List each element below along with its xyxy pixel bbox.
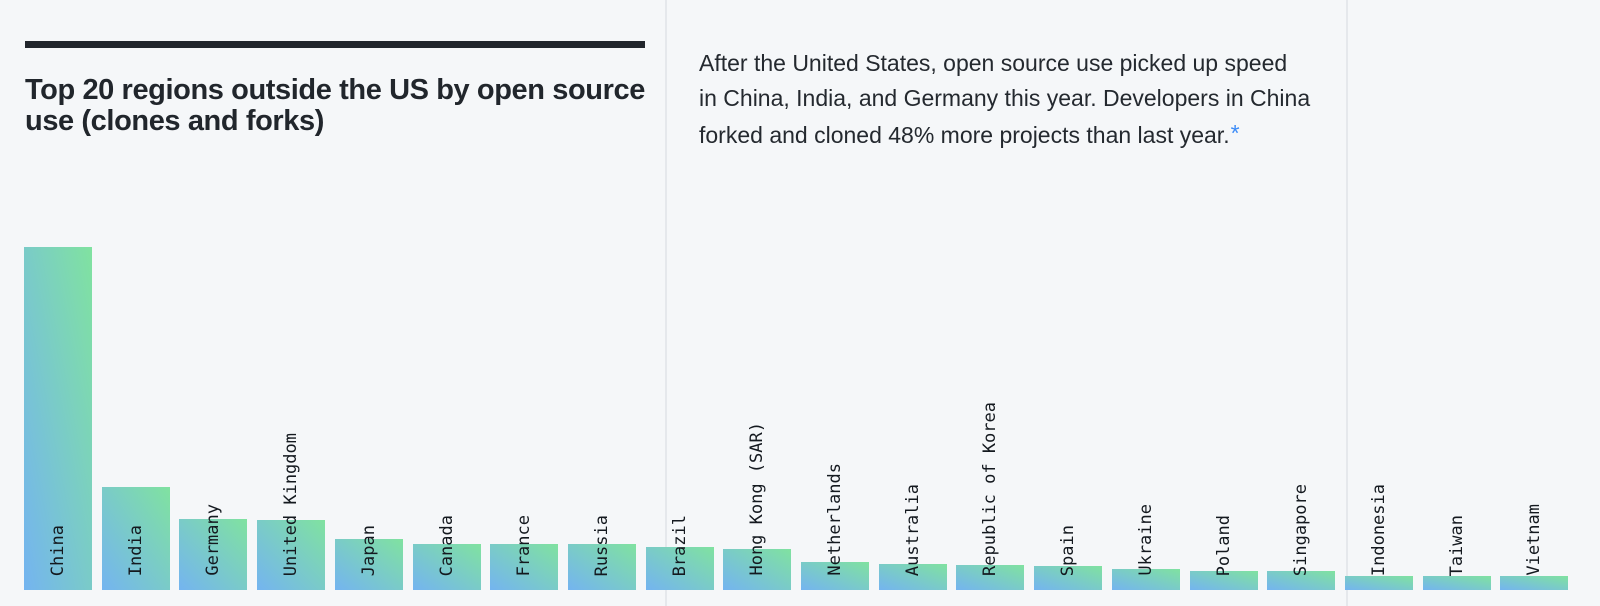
bar-russia[interactable]: Russia xyxy=(568,515,636,590)
description-line-2: in China, India, and Germany this year. … xyxy=(699,85,1311,111)
bar-label: Hong Kong (SAR) xyxy=(747,422,767,576)
bar-label: Japan xyxy=(359,524,379,576)
bar-label: China xyxy=(48,524,68,576)
chart-title-line-2: use (clones and forks) xyxy=(25,105,324,137)
bar-republic-of-korea[interactable]: Republic of Korea xyxy=(956,402,1024,590)
bar-indonesia[interactable]: Indonesia xyxy=(1345,484,1413,590)
bar-label: Vietnam xyxy=(1524,504,1544,576)
bar-singapore[interactable]: Singapore xyxy=(1267,484,1335,590)
footnote-asterisk-link[interactable]: * xyxy=(1230,120,1240,146)
bar-brazil[interactable]: Brazil xyxy=(646,515,714,590)
bar-spain[interactable]: Spain xyxy=(1034,525,1102,590)
bar-australia[interactable]: Australia xyxy=(879,484,947,590)
bar-label: Taiwan xyxy=(1447,514,1467,576)
chart-description: After the United States, open source use… xyxy=(699,46,1310,153)
bar-label: Singapore xyxy=(1291,483,1311,576)
bar-label: Ukraine xyxy=(1136,504,1156,576)
description-line-3-text: forked and cloned 48% more projects than… xyxy=(699,122,1230,148)
bar-poland[interactable]: Poland xyxy=(1190,515,1258,590)
bar-label: Indonesia xyxy=(1369,483,1389,576)
bar-label: United Kingdom xyxy=(281,432,301,576)
chart-header: Top 20 regions outside the US by open so… xyxy=(25,41,645,137)
bar-chart: China India Germany United Kingdom Japan Cana… xyxy=(24,0,1584,590)
bar-label: Spain xyxy=(1058,524,1078,576)
bar-france[interactable]: France xyxy=(490,515,558,590)
bar-label: India xyxy=(126,524,146,576)
chart-title: Top 20 regions outside the US by open so… xyxy=(25,75,645,137)
bar-taiwan[interactable]: Taiwan xyxy=(1423,515,1491,590)
bar-label: Brazil xyxy=(670,514,690,576)
bar-vietnam[interactable]: Vietnam xyxy=(1500,504,1568,590)
bar-united-kingdom[interactable]: United Kingdom xyxy=(257,433,325,590)
bar-label: Australia xyxy=(903,483,923,576)
section-divider-left xyxy=(665,0,667,606)
bar-label: France xyxy=(514,514,534,576)
chart-title-line-1: Top 20 regions outside the US by open so… xyxy=(25,74,645,106)
title-rule xyxy=(25,41,645,48)
bar-india[interactable]: India xyxy=(102,487,170,590)
bar-hong-kong-sar[interactable]: Hong Kong (SAR) xyxy=(723,422,791,590)
description-line-3: forked and cloned 48% more projects than… xyxy=(699,116,1310,153)
bar-netherlands[interactable]: Netherlands xyxy=(801,463,869,590)
bar-germany[interactable]: Germany xyxy=(179,504,247,590)
bar-china[interactable]: China xyxy=(24,247,92,590)
bar-label: Netherlands xyxy=(825,463,845,576)
bar-ukraine[interactable]: Ukraine xyxy=(1112,504,1180,590)
section-divider-right xyxy=(1346,0,1348,606)
bar-label: Russia xyxy=(592,514,612,576)
bar-canada[interactable]: Canada xyxy=(413,515,481,590)
bar-label: Canada xyxy=(437,514,457,576)
bar-label: Poland xyxy=(1214,514,1234,576)
description-line-1: After the United States, open source use… xyxy=(699,50,1288,76)
bar-label: Republic of Korea xyxy=(980,402,1000,576)
bar-label: Germany xyxy=(203,504,223,576)
bar-japan[interactable]: Japan xyxy=(335,525,403,590)
